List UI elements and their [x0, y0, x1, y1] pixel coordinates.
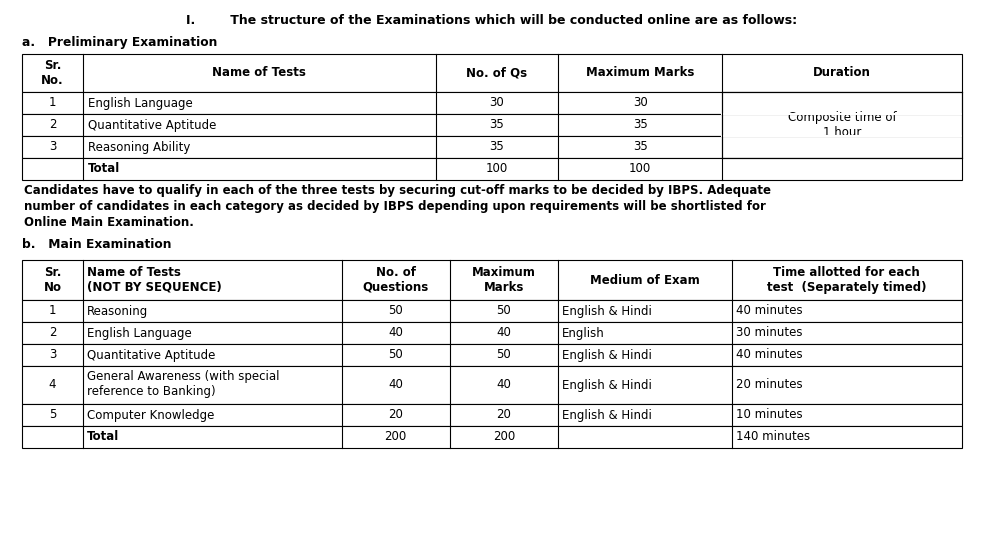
- Text: b.   Main Examination: b. Main Examination: [22, 238, 171, 251]
- Text: Quantitative Aptitude: Quantitative Aptitude: [89, 119, 216, 131]
- Text: 50: 50: [389, 305, 403, 317]
- Text: a.   Preliminary Examination: a. Preliminary Examination: [22, 36, 217, 49]
- Text: English: English: [562, 326, 604, 339]
- Text: 10 minutes: 10 minutes: [736, 408, 802, 422]
- Text: 40: 40: [496, 326, 511, 339]
- Text: English & Hindi: English & Hindi: [562, 408, 651, 422]
- Text: number of candidates in each category as decided by IBPS depending upon requirem: number of candidates in each category as…: [24, 200, 766, 213]
- Text: 100: 100: [629, 162, 651, 176]
- Bar: [22, 260, 962, 300]
- Text: Total: Total: [89, 162, 120, 176]
- Text: 20: 20: [496, 408, 511, 422]
- Text: 4: 4: [49, 379, 56, 391]
- Text: 3: 3: [49, 141, 56, 153]
- Text: 2: 2: [49, 326, 56, 339]
- Text: English & Hindi: English & Hindi: [562, 379, 651, 391]
- Text: No. of Qs: No. of Qs: [466, 66, 527, 79]
- Text: 1: 1: [49, 305, 56, 317]
- Text: Candidates have to qualify in each of the three tests by securing cut-off marks : Candidates have to qualify in each of th…: [24, 184, 771, 197]
- Text: English Language: English Language: [89, 97, 193, 109]
- Text: 3: 3: [49, 348, 56, 362]
- Text: English Language: English Language: [88, 326, 192, 339]
- Text: English & Hindi: English & Hindi: [562, 305, 651, 317]
- Text: Maximum
Marks: Maximum Marks: [471, 266, 535, 294]
- Bar: [22, 426, 962, 448]
- Bar: [22, 114, 962, 136]
- Text: Reasoning Ability: Reasoning Ability: [89, 141, 191, 153]
- Text: 200: 200: [493, 431, 515, 443]
- Text: 35: 35: [633, 119, 647, 131]
- Text: Sr.
No: Sr. No: [43, 266, 62, 294]
- Text: Medium of Exam: Medium of Exam: [589, 273, 700, 286]
- Text: 5: 5: [49, 408, 56, 422]
- Text: 40: 40: [389, 379, 403, 391]
- Text: 40 minutes: 40 minutes: [736, 348, 802, 362]
- Text: 30: 30: [633, 97, 647, 109]
- Text: 50: 50: [389, 348, 403, 362]
- Text: 35: 35: [489, 119, 504, 131]
- Text: Sr.
No.: Sr. No.: [41, 59, 64, 87]
- Text: 20 minutes: 20 minutes: [736, 379, 802, 391]
- Text: English & Hindi: English & Hindi: [562, 348, 651, 362]
- Text: General Awareness (with special
reference to Banking): General Awareness (with special referenc…: [88, 370, 279, 398]
- Text: 100: 100: [485, 162, 508, 176]
- Text: Total: Total: [88, 431, 119, 443]
- Text: Online Main Examination.: Online Main Examination.: [24, 216, 194, 229]
- Text: Reasoning: Reasoning: [88, 305, 149, 317]
- Bar: [22, 344, 962, 366]
- Text: 2: 2: [49, 119, 56, 131]
- Text: 200: 200: [385, 431, 406, 443]
- Bar: [22, 92, 962, 114]
- Text: 50: 50: [496, 305, 511, 317]
- Text: 40: 40: [496, 379, 511, 391]
- Text: Maximum Marks: Maximum Marks: [585, 66, 695, 79]
- Text: 35: 35: [633, 141, 647, 153]
- Bar: [22, 54, 962, 92]
- Text: 30: 30: [489, 97, 504, 109]
- Text: Time allotted for each
test  (Separately timed): Time allotted for each test (Separately …: [768, 266, 927, 294]
- Text: Name of Tests: Name of Tests: [213, 66, 306, 79]
- Bar: [22, 300, 962, 322]
- Text: Duration: Duration: [813, 66, 871, 79]
- Text: No. of
Questions: No. of Questions: [362, 266, 429, 294]
- Text: 50: 50: [496, 348, 511, 362]
- Bar: [22, 404, 962, 426]
- Bar: [22, 136, 962, 158]
- Text: 140 minutes: 140 minutes: [736, 431, 810, 443]
- Text: Composite time of
1 hour: Composite time of 1 hour: [788, 111, 896, 139]
- Bar: [22, 366, 962, 404]
- Text: 40: 40: [389, 326, 403, 339]
- Text: 35: 35: [489, 141, 504, 153]
- Text: Quantitative Aptitude: Quantitative Aptitude: [88, 348, 215, 362]
- Text: Name of Tests
(NOT BY SEQUENCE): Name of Tests (NOT BY SEQUENCE): [88, 266, 221, 294]
- Bar: [22, 158, 962, 180]
- Text: Computer Knowledge: Computer Knowledge: [88, 408, 215, 422]
- Text: 1: 1: [49, 97, 56, 109]
- Bar: [22, 322, 962, 344]
- Text: 40 minutes: 40 minutes: [736, 305, 802, 317]
- Text: 20: 20: [389, 408, 403, 422]
- Text: 30 minutes: 30 minutes: [736, 326, 802, 339]
- Text: I.        The structure of the Examinations which will be conducted online are a: I. The structure of the Examinations whi…: [186, 14, 798, 27]
